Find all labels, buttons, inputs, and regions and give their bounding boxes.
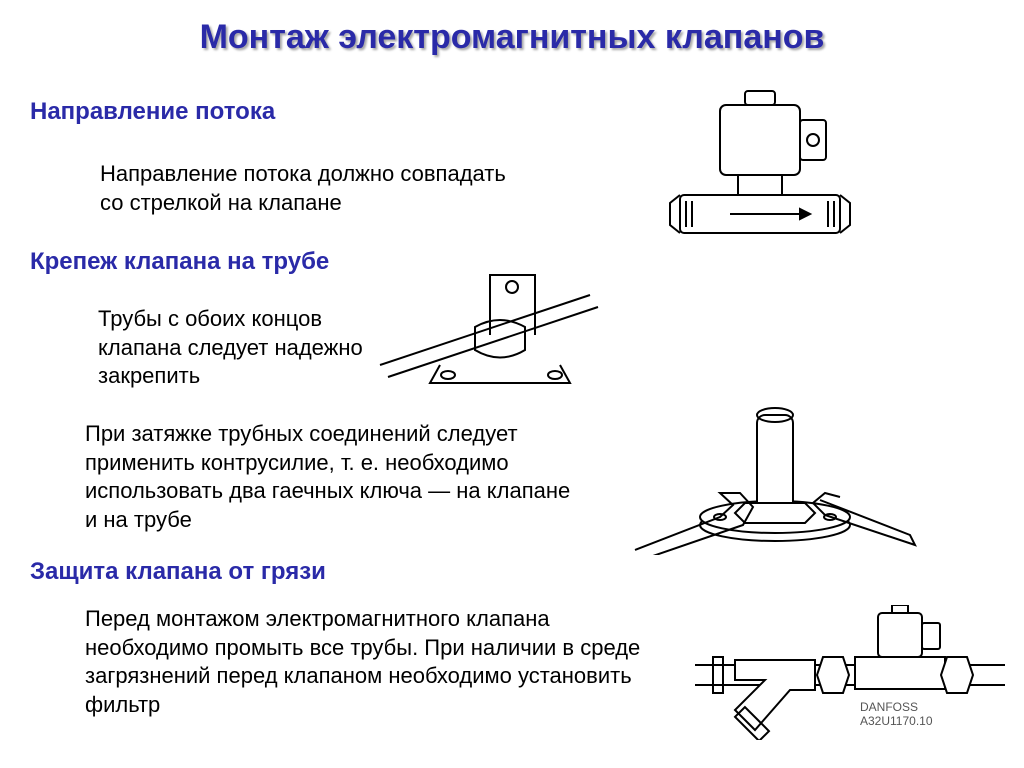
- figure-strainer-valve: [695, 605, 1005, 740]
- heading-mount: Крепеж клапана на трубе: [30, 248, 329, 276]
- text-flow: Направление потока должно совпадать со с…: [100, 160, 530, 217]
- figure-two-wrenches: [625, 385, 925, 555]
- text-dirt: Перед монтажом электромагнитного клапана…: [85, 605, 675, 719]
- figure-caption-2: A32U1170.10: [860, 714, 933, 728]
- page-title: Монтаж электромагнитных клапанов: [0, 18, 1024, 57]
- heading-flow: Направление потока: [30, 98, 275, 126]
- text-mount-2: При затяжке трубных соединений следует п…: [85, 420, 585, 534]
- figure-pipe-clamp: [370, 265, 630, 395]
- text-mount-1: Трубы с обоих концов клапана следует над…: [98, 305, 398, 391]
- heading-dirt: Защита клапана от грязи: [30, 558, 326, 586]
- figure-valve-flow: [650, 85, 870, 245]
- figure-caption-1: DANFOSS: [860, 700, 918, 714]
